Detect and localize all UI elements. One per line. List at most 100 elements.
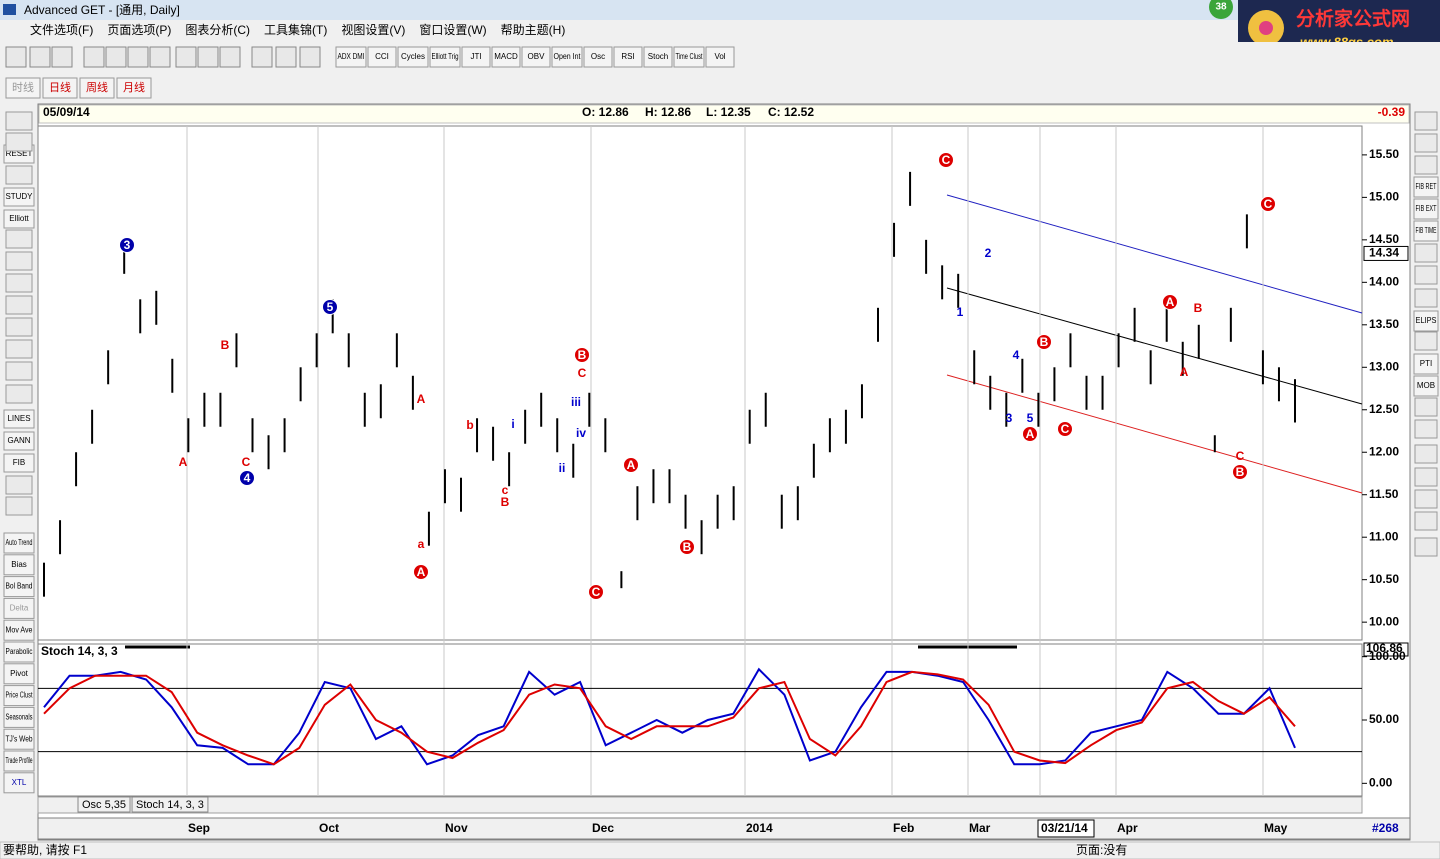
study-tool[interactable] (3, 685, 35, 707)
study-tool[interactable] (3, 706, 35, 728)
right-icon[interactable] (1414, 511, 1438, 531)
left-icon[interactable] (5, 339, 33, 359)
study-button[interactable] (673, 46, 705, 68)
wave-label: c (502, 483, 509, 497)
study-button[interactable] (367, 46, 397, 68)
right-icon[interactable] (1414, 111, 1438, 131)
timeframe-tab[interactable] (116, 77, 152, 99)
left-tool[interactable] (3, 453, 35, 473)
study-button[interactable] (397, 46, 429, 68)
tool-icon[interactable] (219, 46, 241, 68)
timeframe-tab[interactable] (5, 77, 41, 99)
right-tool[interactable] (1413, 310, 1439, 332)
wave-label: C (1061, 422, 1070, 436)
right-icon[interactable] (1414, 243, 1438, 263)
study-button[interactable] (429, 46, 461, 68)
right-tool[interactable] (1413, 353, 1439, 375)
left-icon[interactable] (5, 317, 33, 337)
left-tool[interactable] (3, 187, 35, 207)
study-button[interactable] (583, 46, 613, 68)
tool-icon[interactable] (29, 46, 51, 68)
timeframe-tab[interactable] (79, 77, 115, 99)
tool-icon[interactable] (149, 46, 171, 68)
study-tool[interactable] (3, 750, 35, 772)
study-button-label: Vol (714, 52, 725, 61)
left-icon[interactable] (5, 229, 33, 249)
menu-item[interactable]: 工具集锦(T) (264, 22, 327, 37)
study-tool[interactable] (3, 641, 35, 663)
left-icon[interactable] (5, 132, 33, 152)
right-icon[interactable] (1414, 155, 1438, 175)
wave-circle (574, 347, 590, 363)
right-icon[interactable] (1414, 419, 1438, 439)
study-tool[interactable] (3, 576, 35, 598)
pane-tab-frame[interactable] (77, 796, 131, 813)
wave-circle (1057, 421, 1073, 437)
study-button[interactable] (705, 46, 735, 68)
study-tool[interactable] (3, 663, 35, 685)
wave-label: 1 (957, 305, 964, 319)
study-tool[interactable] (3, 619, 35, 641)
menu-item[interactable]: 图表分析(C) (185, 23, 250, 37)
study-button[interactable] (521, 46, 551, 68)
study-tool[interactable] (3, 597, 35, 619)
tool-icon[interactable] (127, 46, 149, 68)
left-tool[interactable] (3, 431, 35, 451)
timeframe-tab[interactable] (42, 77, 78, 99)
pane-tab[interactable]: Stoch 14, 3, 3 (136, 799, 204, 811)
tool-icon[interactable] (175, 46, 197, 68)
right-tool[interactable] (1413, 176, 1439, 198)
tool-icon[interactable] (83, 46, 105, 68)
right-tool-label: FIB TIME (1416, 226, 1437, 235)
study-button[interactable] (335, 46, 367, 68)
right-icon[interactable] (1414, 537, 1438, 557)
right-icon[interactable] (1414, 265, 1438, 285)
right-icon[interactable] (1414, 331, 1438, 351)
study-tool[interactable] (3, 772, 35, 794)
left-icon[interactable] (5, 295, 33, 315)
menu-item[interactable]: 文件选项(F) (30, 22, 93, 37)
wave-label: 3 (124, 238, 131, 252)
left-icon[interactable] (5, 273, 33, 293)
study-tool[interactable] (3, 728, 35, 750)
menu-item[interactable]: 视图设置(V) (341, 22, 405, 37)
right-icon[interactable] (1414, 397, 1438, 417)
right-icon[interactable] (1414, 133, 1438, 153)
study-tool[interactable] (3, 532, 35, 554)
right-icon[interactable] (1414, 288, 1438, 308)
left-icon[interactable] (5, 251, 33, 271)
left-icon[interactable] (5, 111, 33, 131)
tool-icon[interactable] (197, 46, 219, 68)
right-icon[interactable] (1414, 489, 1438, 509)
left-icon[interactable] (5, 384, 33, 404)
right-tool[interactable] (1413, 220, 1439, 242)
study-button[interactable] (643, 46, 673, 68)
left-icon[interactable] (5, 165, 33, 185)
left-icon[interactable] (5, 475, 33, 495)
right-icon[interactable] (1414, 467, 1438, 487)
left-tool[interactable] (3, 209, 35, 229)
pane-tab-frame[interactable] (131, 796, 209, 813)
right-tool[interactable] (1413, 198, 1439, 220)
tool-icon[interactable] (275, 46, 297, 68)
study-button[interactable] (551, 46, 583, 68)
study-tool[interactable] (3, 554, 35, 576)
tool-icon[interactable] (5, 46, 27, 68)
left-icon[interactable] (5, 496, 33, 516)
study-button[interactable] (613, 46, 643, 68)
tool-icon[interactable] (105, 46, 127, 68)
tool-icon[interactable] (251, 46, 273, 68)
study-button[interactable] (461, 46, 491, 68)
menu-item[interactable]: 页面选项(P) (107, 23, 171, 37)
left-icon[interactable] (5, 361, 33, 381)
tool-icon[interactable] (51, 46, 73, 68)
right-icon[interactable] (1414, 444, 1438, 464)
study-button[interactable] (491, 46, 521, 68)
right-tool[interactable] (1413, 375, 1439, 397)
menu-item[interactable]: 帮助主题(H) (501, 23, 566, 37)
menu-item[interactable]: 窗口设置(W) (419, 23, 486, 37)
pane-tab[interactable]: Osc 5,35 (82, 799, 126, 811)
wave-circle (623, 457, 639, 473)
left-tool[interactable] (3, 409, 35, 429)
tool-icon[interactable] (299, 46, 321, 68)
